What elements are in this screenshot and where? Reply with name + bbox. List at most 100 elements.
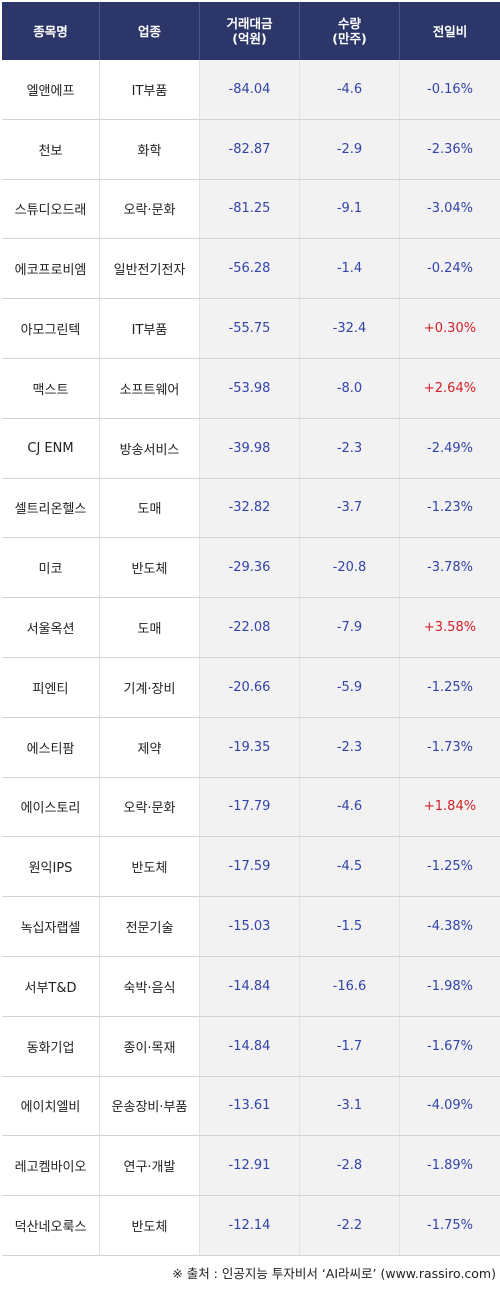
sector-cell: 일반전기전자 [100,239,200,299]
change-cell: -3.78% [400,538,500,598]
table-row: 에이스토리 오락·문화 -17.79 -4.6 +1.84% [2,777,500,838]
trade-amount-cell: -14.84 [200,956,300,1016]
change-cell: -1.25% [400,837,500,897]
net-sell-table: 종목명 업종 거래대금 (억원) 수량 (만주) 전일비 엘앤에프 IT부품 -84… [2,2,500,1256]
sector-cell: 종이·목재 [100,1016,200,1076]
quantity-cell: -20.8 [300,538,400,598]
table-row: 피엔티 기계·장비 -20.66 -5.9 -1.25% [2,657,500,718]
quantity-cell: -2.2 [300,1196,400,1255]
table-row: CJ ENM 방송서비스 -39.98 -2.3 -2.49% [2,418,500,479]
quantity-cell: -3.7 [300,478,400,538]
stock-name-cell: 피엔티 [2,657,100,717]
header-sector: 업종 [100,2,200,60]
sector-cell: 화학 [100,119,200,179]
change-cell: +1.84% [400,777,500,837]
table-row: 엘앤에프 IT부품 -84.04 -4.6 -0.16% [2,60,500,120]
table-row: 녹십자랩셀 전문기술 -15.03 -1.5 -4.38% [2,897,500,957]
quantity-cell: -4.6 [300,60,400,119]
table-row: 원익IPS 반도체 -17.59 -4.5 -1.25% [2,837,500,898]
table-row: 셀트리온헬스 도매 -32.82 -3.7 -1.23% [2,478,500,539]
change-cell: -4.09% [400,1076,500,1136]
header-trade-amount-unit: (억원) [232,31,267,46]
stock-name-cell: 레고켐바이오 [2,1136,100,1196]
change-cell: -3.04% [400,179,500,239]
change-cell: -0.24% [400,239,500,299]
quantity-cell: -32.4 [300,299,400,358]
sector-cell: 소프트웨어 [100,358,200,418]
stock-name-cell: 에코프로비엠 [2,239,100,299]
stock-name-cell: CJ ENM [2,418,100,478]
stock-name-cell: 천보 [2,119,100,179]
change-cell: -1.73% [400,717,500,777]
stock-name-cell: 엘앤에프 [2,60,100,119]
quantity-cell: -16.6 [300,956,400,1016]
header-quantity-unit: (만주) [332,31,367,46]
sector-cell: 오락·문화 [100,777,200,837]
trade-amount-cell: -13.61 [200,1076,300,1136]
stock-name-cell: 에스티팜 [2,717,100,777]
trade-amount-cell: -12.91 [200,1136,300,1196]
sector-cell: 반도체 [100,837,200,897]
table-row: 에이치엘비 운송장비·부품 -13.61 -3.1 -4.09% [2,1076,500,1137]
header-quantity: 수량 (만주) [300,2,400,60]
quantity-cell: -3.1 [300,1076,400,1136]
trade-amount-cell: -81.25 [200,179,300,239]
sector-cell: 오락·문화 [100,179,200,239]
trade-amount-cell: -55.75 [200,299,300,358]
stock-name-cell: 미코 [2,538,100,598]
table-row: 미코 반도체 -29.36 -20.8 -3.78% [2,538,500,599]
quantity-cell: -1.4 [300,239,400,299]
quantity-cell: -1.5 [300,897,400,956]
change-cell: -2.49% [400,418,500,478]
trade-amount-cell: -15.03 [200,897,300,956]
sector-cell: 제약 [100,717,200,777]
quantity-cell: -2.9 [300,119,400,179]
table-row: 서울옥션 도매 -22.08 -7.9 +3.58% [2,598,500,658]
table-row: 맥스트 소프트웨어 -53.98 -8.0 +2.64% [2,358,500,419]
sector-cell: 반도체 [100,538,200,598]
source-note: ※ 출처 : 인공지능 투자비서 ‘AI라씨로’ (www.rassiro.co… [172,1266,496,1281]
change-cell: -1.75% [400,1196,500,1255]
sector-cell: 반도체 [100,1196,200,1255]
quantity-cell: -7.9 [300,598,400,657]
table-row: 덕산네오룩스 반도체 -12.14 -2.2 -1.75% [2,1196,500,1256]
sector-cell: 기계·장비 [100,657,200,717]
change-cell: -4.38% [400,897,500,956]
quantity-cell: -4.6 [300,777,400,837]
quantity-cell: -9.1 [300,179,400,239]
sector-cell: IT부품 [100,299,200,358]
quantity-cell: -2.3 [300,717,400,777]
trade-amount-cell: -82.87 [200,119,300,179]
change-cell: -2.36% [400,119,500,179]
quantity-cell: -5.9 [300,657,400,717]
change-cell: -1.67% [400,1016,500,1076]
quantity-cell: -2.8 [300,1136,400,1196]
quantity-cell: -4.5 [300,837,400,897]
table-row: 레고켐바이오 연구·개발 -12.91 -2.8 -1.89% [2,1136,500,1197]
header-quantity-label: 수량 [337,16,361,31]
table-row: 에코프로비엠 일반전기전자 -56.28 -1.4 -0.24% [2,239,500,300]
sector-cell: IT부품 [100,60,200,119]
trade-amount-cell: -20.66 [200,657,300,717]
stock-name-cell: 에이치엘비 [2,1076,100,1136]
table-header: 종목명 업종 거래대금 (억원) 수량 (만주) 전일비 [2,2,500,60]
change-cell: -1.98% [400,956,500,1016]
table-row: 에스티팜 제약 -19.35 -2.3 -1.73% [2,717,500,778]
change-cell: -0.16% [400,60,500,119]
stock-name-cell: 원익IPS [2,837,100,897]
stock-name-cell: 스튜디오드래 [2,179,100,239]
change-cell: -1.23% [400,478,500,538]
stock-name-cell: 아모그린텍 [2,299,100,358]
stock-name-cell: 녹십자랩셀 [2,897,100,956]
table-row: 동화기업 종이·목재 -14.84 -1.7 -1.67% [2,1016,500,1077]
sector-cell: 숙박·음식 [100,956,200,1016]
trade-amount-cell: -84.04 [200,60,300,119]
sector-cell: 방송서비스 [100,418,200,478]
sector-cell: 도매 [100,598,200,657]
table-body: 엘앤에프 IT부품 -84.04 -4.6 -0.16% 천보 화학 -82.87 -2.9 -2… [2,60,500,1256]
quantity-cell: -8.0 [300,358,400,418]
change-cell: +3.58% [400,598,500,657]
trade-amount-cell: -22.08 [200,598,300,657]
stock-name-cell: 서부T&D [2,956,100,1016]
trade-amount-cell: -53.98 [200,358,300,418]
